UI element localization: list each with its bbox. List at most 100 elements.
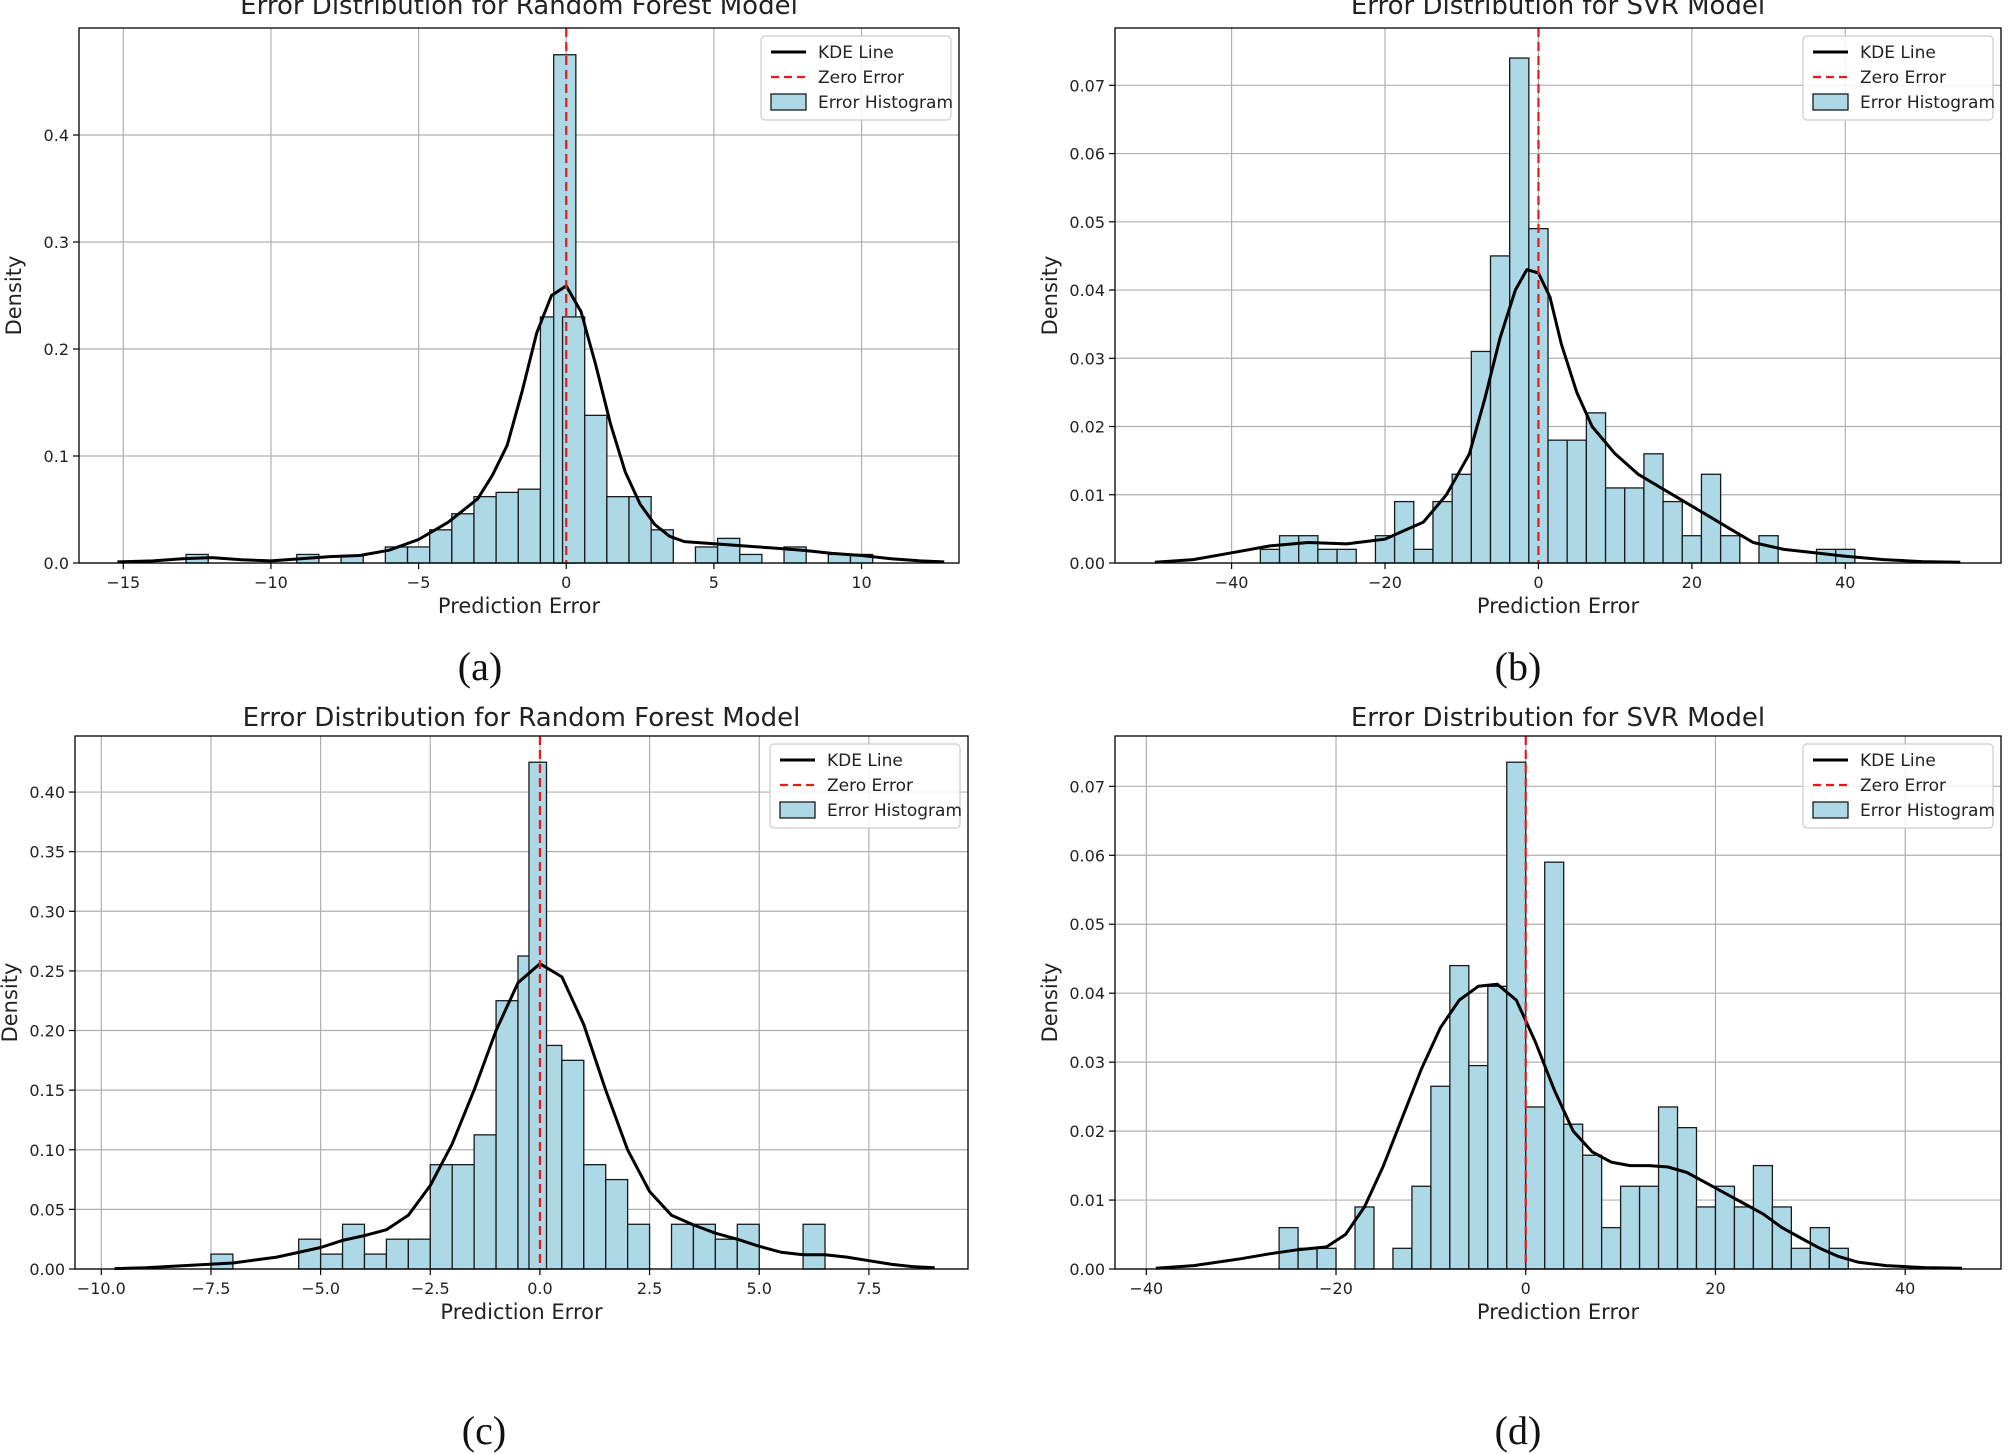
- histogram-bar: [1278, 535, 1300, 564]
- y-tick-label: 0.01: [1069, 486, 1105, 505]
- legend-entry: KDE Line: [827, 751, 903, 771]
- histogram-bar: [670, 1223, 695, 1270]
- histogram-bar: [473, 1134, 497, 1270]
- histogram-bar: [1619, 1185, 1641, 1270]
- kde-line: [114, 962, 935, 1271]
- legend-box: [769, 743, 961, 829]
- y-tick-label: 0.35: [29, 843, 65, 862]
- histogram-bar: [495, 1000, 519, 1270]
- x-tick-label: 20: [1682, 573, 1702, 592]
- legend: KDE Line Zero Error Error Histogram: [1802, 35, 1995, 121]
- histogram-bar: [1695, 1206, 1717, 1270]
- y-tick-label: 0.01: [1069, 1191, 1105, 1210]
- histogram-bar: [583, 1164, 607, 1270]
- y-tick-label: 0.00: [1069, 1260, 1105, 1279]
- y-tick-label: 0.00: [1069, 554, 1105, 573]
- y-tick-label: 0.2: [44, 340, 69, 359]
- legend-swatch-histogram: [770, 93, 807, 111]
- legend-swatch-histogram: [779, 801, 816, 819]
- y-tick-label: 0.05: [1069, 915, 1105, 934]
- histogram-bar: [407, 1238, 431, 1270]
- kde-line: [117, 284, 945, 564]
- histogram-bar: [1316, 1247, 1337, 1270]
- histogram-bar: [429, 529, 453, 564]
- histogram-bar: [319, 1253, 344, 1270]
- histogram-bar: [714, 1238, 738, 1270]
- histogram-bar: [1413, 548, 1434, 564]
- x-tick-label: 7.5: [856, 1279, 881, 1298]
- panel-d: −40 −20 0 20 40 0.00 0.01 0.02 0.03 0.04 0.05 0.06 0…: [1038, 703, 2002, 1453]
- legend-swatch-histogram: [1812, 801, 1849, 819]
- legend-entry: Zero Error: [1860, 68, 1946, 88]
- sub-figure-caption: (b): [1495, 644, 1542, 689]
- histogram-bar: [716, 537, 741, 564]
- y-tick-label: 0.4: [44, 126, 69, 145]
- histogram-bar: [1582, 1154, 1603, 1270]
- histogram-bar: [1600, 1226, 1622, 1270]
- y-tick-label: 0.05: [1069, 213, 1105, 232]
- histogram-bar: [473, 496, 497, 564]
- legend-entry: Zero Error: [1860, 776, 1946, 796]
- histogram-bar: [1758, 535, 1779, 564]
- legend-entry: Error Histogram: [1860, 93, 1995, 113]
- histogram-bar: [626, 1223, 651, 1270]
- sub-figure-caption: (c): [462, 1408, 506, 1453]
- histogram-bar: [584, 414, 608, 564]
- y-tick-label: 0.25: [29, 962, 65, 981]
- histogram-bar: [451, 513, 475, 564]
- y-tick-label: 0.30: [29, 902, 65, 921]
- histogram-bar: [1525, 1106, 1546, 1270]
- x-tick-label: −10.0: [77, 1279, 126, 1298]
- kde-line: [1155, 982, 1963, 1270]
- y-tick-label: 0.20: [29, 1022, 65, 1041]
- histogram-bar: [1624, 487, 1645, 564]
- sub-figure-caption: (a): [458, 644, 502, 689]
- legend-entry: Zero Error: [827, 776, 913, 796]
- histogram-bar: [1547, 439, 1568, 564]
- histogram-bar: [1509, 57, 1530, 564]
- histogram-bar: [694, 546, 719, 564]
- legend-entry: KDE Line: [818, 43, 894, 63]
- x-tick-label: 0: [1533, 573, 1543, 592]
- histogram-bar: [385, 1238, 409, 1270]
- y-tick-label: 0.07: [1069, 76, 1105, 95]
- chart-title: Error Distribution for SVR Model: [1351, 0, 1765, 21]
- x-tick-label: −2.5: [411, 1279, 450, 1298]
- x-tick-label: 10: [851, 573, 871, 592]
- x-tick-label: 40: [1835, 573, 1855, 592]
- kde-line: [1154, 268, 1961, 564]
- chart-title: Error Distribution for Random Forest Mod…: [240, 0, 798, 21]
- y-tick-label: 0.03: [1069, 349, 1105, 368]
- x-axis-label: Prediction Error: [1477, 1300, 1640, 1324]
- y-tick-label: 0.40: [29, 783, 65, 802]
- x-tick-label: −5: [407, 573, 431, 592]
- legend-entry: KDE Line: [1860, 43, 1936, 63]
- x-tick-label: 0: [561, 573, 571, 592]
- x-axis-label: Prediction Error: [438, 594, 601, 618]
- histogram-bar: [528, 761, 548, 1270]
- panel-b: −40 −20 0 20 40 0.00 0.01 0.02 0.03 0.04 0.05 0.06 0…: [1038, 0, 2002, 689]
- histogram-bar: [1451, 473, 1472, 564]
- histogram-bar: [341, 1223, 366, 1270]
- histogram-bar: [298, 1238, 322, 1270]
- x-tick-label: 0: [1521, 1279, 1531, 1298]
- x-tick-label: 5: [709, 573, 719, 592]
- histogram-bar: [1714, 1185, 1736, 1270]
- axes-frame: [1114, 27, 2002, 564]
- histogram-bar: [605, 1178, 629, 1270]
- histogram-bar: [1297, 1247, 1318, 1270]
- axes-frame: [78, 27, 960, 564]
- legend-swatch-histogram: [1812, 93, 1849, 111]
- histogram-bar: [1489, 255, 1511, 564]
- histogram-bar: [1432, 500, 1453, 564]
- legend-entry: Error Histogram: [827, 801, 962, 821]
- histogram-bar: [1681, 535, 1703, 564]
- legend: KDE Line Zero Error Error Histogram: [760, 35, 953, 121]
- legend: KDE Line Zero Error Error Histogram: [769, 743, 962, 829]
- panel-c: −10.0 −7.5 −5.0 −2.5 0.0 2.5 5.0 7.5 0.00 0.05 0.1…: [0, 703, 969, 1453]
- chart-title: Error Distribution for SVR Model: [1351, 703, 1765, 733]
- y-axis-label: Density: [2, 256, 26, 336]
- histogram-bar: [1259, 548, 1281, 564]
- legend-entry: Zero Error: [818, 68, 904, 88]
- x-tick-label: −10: [254, 573, 288, 592]
